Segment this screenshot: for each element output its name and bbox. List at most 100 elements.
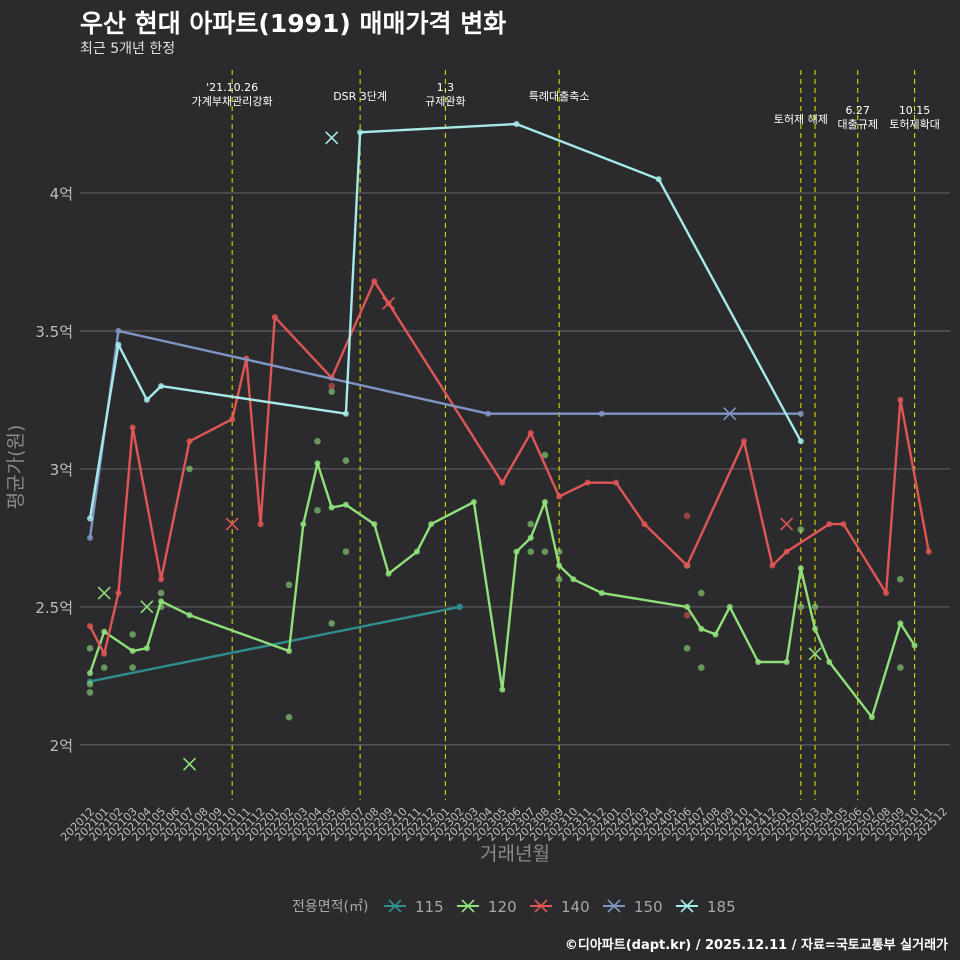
scatter-point bbox=[897, 664, 904, 671]
scatter-point bbox=[157, 603, 165, 611]
line-point bbox=[257, 521, 264, 528]
line-point bbox=[556, 562, 563, 569]
line-point bbox=[158, 383, 165, 390]
legend-item-120: 120 bbox=[457, 898, 517, 916]
line-point bbox=[897, 620, 904, 627]
line-point bbox=[143, 645, 150, 652]
scatter-point bbox=[314, 437, 321, 445]
line-point bbox=[357, 129, 364, 136]
line-point bbox=[371, 278, 378, 285]
cross-marker bbox=[140, 600, 154, 614]
line-point bbox=[385, 570, 392, 577]
cross-stroke bbox=[140, 600, 154, 614]
legend-label: 120 bbox=[488, 898, 517, 916]
line-point bbox=[527, 534, 534, 541]
policy-label: 규제완화 bbox=[425, 95, 465, 108]
scatter-point bbox=[683, 611, 691, 619]
line-point bbox=[570, 576, 577, 583]
cross-stroke bbox=[225, 517, 239, 531]
line-point bbox=[769, 562, 776, 569]
line-point bbox=[314, 460, 321, 467]
line-point bbox=[413, 548, 420, 555]
policy-label: 토허제 해제 bbox=[774, 112, 828, 126]
legend-item-150: 150 bbox=[603, 898, 663, 916]
line-point bbox=[712, 631, 719, 638]
scatter-point bbox=[897, 575, 904, 583]
line-point bbox=[101, 650, 108, 657]
cross-marker bbox=[723, 407, 737, 421]
scatter-point bbox=[86, 680, 94, 688]
chart-subtitle: 최근 5개년 한정 bbox=[80, 41, 176, 57]
line-point bbox=[186, 612, 193, 619]
cross-stroke bbox=[325, 131, 339, 145]
line-point bbox=[911, 642, 918, 649]
line-point bbox=[840, 521, 847, 528]
line-point bbox=[755, 659, 762, 666]
scatter-point bbox=[797, 603, 805, 611]
y-axis-ticks: 2억 2.5억 3억 3.5억 4억 bbox=[35, 185, 73, 755]
scatter-point bbox=[100, 664, 108, 671]
line-point bbox=[868, 714, 875, 721]
line-point bbox=[797, 410, 804, 417]
line-point bbox=[158, 598, 165, 605]
line-point bbox=[485, 410, 492, 417]
legend-swatch-cross bbox=[534, 899, 548, 913]
scatter-point bbox=[129, 631, 136, 638]
line-point bbox=[598, 590, 605, 597]
chart-title: 우산 현대 아파트(1991) 매매가격 변화 bbox=[80, 9, 507, 38]
line-point bbox=[87, 515, 93, 522]
line-point bbox=[925, 548, 932, 555]
cross-stroke bbox=[723, 407, 737, 421]
scatter-point bbox=[129, 664, 136, 671]
y-tick-label: 4억 bbox=[50, 185, 73, 203]
x-axis-ticks: 2020122021012021022021032021042021052021… bbox=[58, 805, 950, 844]
legend-title: 전용면적(㎡) bbox=[292, 899, 368, 915]
scatter-point bbox=[86, 644, 94, 652]
line-point bbox=[300, 521, 307, 528]
scatter-point bbox=[342, 457, 350, 464]
legend-swatch-cross bbox=[388, 899, 402, 913]
line-point bbox=[143, 396, 150, 403]
scatter-point bbox=[683, 512, 691, 520]
y-tick-label: 2.5억 bbox=[35, 599, 73, 617]
line-point bbox=[541, 499, 548, 505]
cross-stroke bbox=[381, 296, 396, 310]
legend-label: 115 bbox=[415, 898, 444, 916]
policy-label: 10.15 bbox=[899, 104, 931, 117]
scatter-point bbox=[541, 548, 549, 555]
y-tick-label: 3억 bbox=[50, 461, 73, 479]
cross-marker bbox=[780, 517, 794, 531]
series-185 bbox=[87, 120, 804, 522]
y-tick-label: 2억 bbox=[50, 737, 73, 755]
line-point bbox=[513, 120, 520, 127]
policy-label: 1.3 bbox=[437, 81, 455, 94]
line-point bbox=[87, 534, 93, 541]
legend-swatch-cross bbox=[680, 899, 694, 913]
line-point bbox=[883, 590, 890, 597]
line-point bbox=[499, 686, 506, 693]
legend: 전용면적(㎡) 115 120 140 150 185 bbox=[292, 898, 736, 916]
line-point bbox=[115, 327, 122, 334]
cross-marker bbox=[325, 131, 339, 145]
line-point bbox=[613, 479, 620, 486]
legend-swatch-cross bbox=[607, 899, 621, 913]
line-point bbox=[342, 501, 349, 508]
scatter-point bbox=[186, 465, 193, 473]
series-layer bbox=[86, 120, 932, 771]
series-140 bbox=[87, 278, 932, 657]
scatter-point bbox=[328, 388, 335, 395]
cross-marker bbox=[381, 296, 396, 310]
scatter-point bbox=[456, 603, 463, 611]
line-point bbox=[556, 493, 563, 500]
line-point bbox=[186, 438, 193, 445]
cross-marker bbox=[225, 517, 239, 531]
credit-footer: ©디아파트(dapt.kr) / 2025.12.11 / 자료=국토교통부 실… bbox=[564, 938, 948, 953]
series-120 bbox=[86, 388, 918, 771]
line-point bbox=[584, 479, 591, 486]
line-point bbox=[470, 499, 477, 505]
scatter-point bbox=[285, 713, 293, 721]
scatter-point bbox=[698, 589, 705, 597]
line-point bbox=[783, 659, 790, 666]
